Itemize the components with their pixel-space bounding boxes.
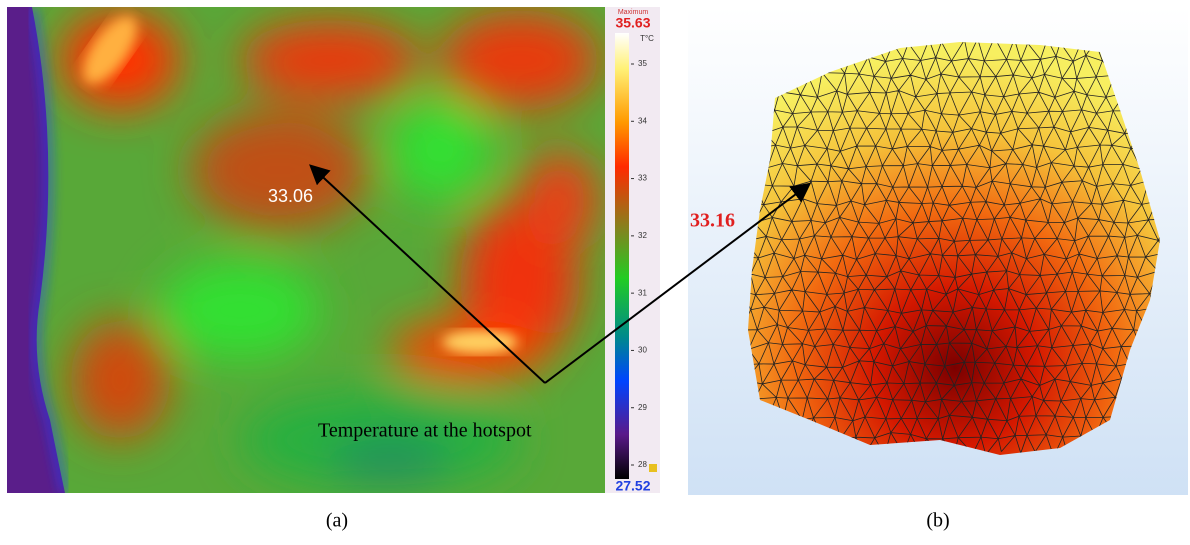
unit: T°C	[640, 34, 654, 43]
tick-label: 33	[638, 174, 647, 183]
arrow	[309, 164, 546, 384]
min-value: 27.52	[615, 478, 650, 494]
arrow	[544, 182, 812, 384]
max-title: Maximum	[618, 9, 649, 16]
model-spot-label: 33.16	[690, 210, 735, 232]
tick-label: 34	[638, 116, 647, 125]
tick-label: 35	[638, 59, 647, 68]
mesh-lines	[748, 42, 1160, 455]
annotation: Temperature at the hotspot	[318, 420, 532, 442]
spot-label: 33.06	[268, 186, 313, 206]
tick-label: 28	[638, 460, 647, 469]
tick-label: 31	[638, 288, 647, 297]
colorbar-panel	[605, 7, 660, 493]
colorbar	[615, 33, 629, 479]
caption: (a)	[326, 510, 348, 532]
tick-label: 32	[638, 231, 647, 240]
mesh-model	[748, 42, 1160, 455]
caption: (b)	[926, 510, 949, 532]
thermal-image	[7, 7, 605, 493]
tick-label: 30	[638, 346, 647, 355]
max-value: 35.63	[615, 15, 650, 31]
lock-icon	[649, 464, 657, 472]
tick-label: 29	[638, 403, 647, 412]
